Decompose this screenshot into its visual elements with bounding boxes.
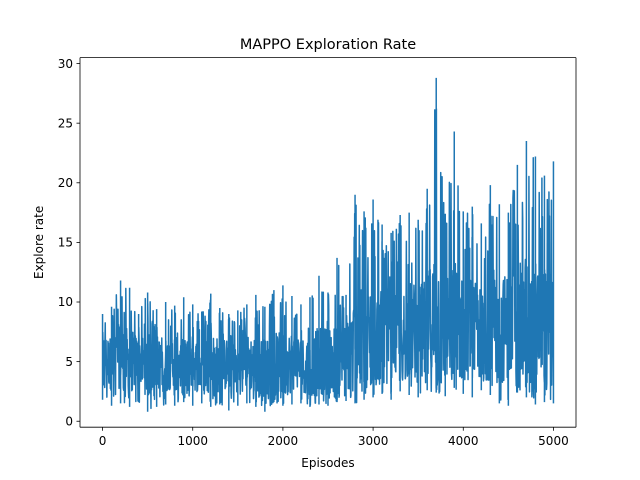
x-tick-label: 5000 bbox=[538, 434, 569, 448]
x-tick-label: 1000 bbox=[177, 434, 208, 448]
y-tick-label: 20 bbox=[58, 176, 73, 190]
y-tick-label: 5 bbox=[65, 355, 73, 369]
y-axis-label: Explore rate bbox=[32, 206, 46, 279]
y-tick-label: 25 bbox=[58, 116, 73, 130]
x-tick-label: 4000 bbox=[448, 434, 479, 448]
y-tick-label: 0 bbox=[65, 414, 73, 428]
series-layer bbox=[101, 77, 555, 412]
series-line bbox=[101, 77, 555, 412]
y-axis-ticks: 0 5 10 15 20 25 30 bbox=[58, 57, 80, 428]
x-axis-label: Episodes bbox=[301, 456, 354, 470]
x-tick-label: 0 bbox=[99, 434, 107, 448]
y-tick-label: 30 bbox=[58, 57, 73, 71]
chart-title: MAPPO Exploration Rate bbox=[240, 37, 416, 53]
x-tick-label: 2000 bbox=[268, 434, 299, 448]
x-axis-ticks: 0 1000 2000 3000 4000 5000 bbox=[99, 427, 569, 448]
axes-frame bbox=[79, 57, 577, 428]
y-tick-label: 15 bbox=[58, 236, 73, 250]
y-tick-label: 10 bbox=[58, 295, 73, 309]
x-tick-label: 3000 bbox=[358, 434, 389, 448]
